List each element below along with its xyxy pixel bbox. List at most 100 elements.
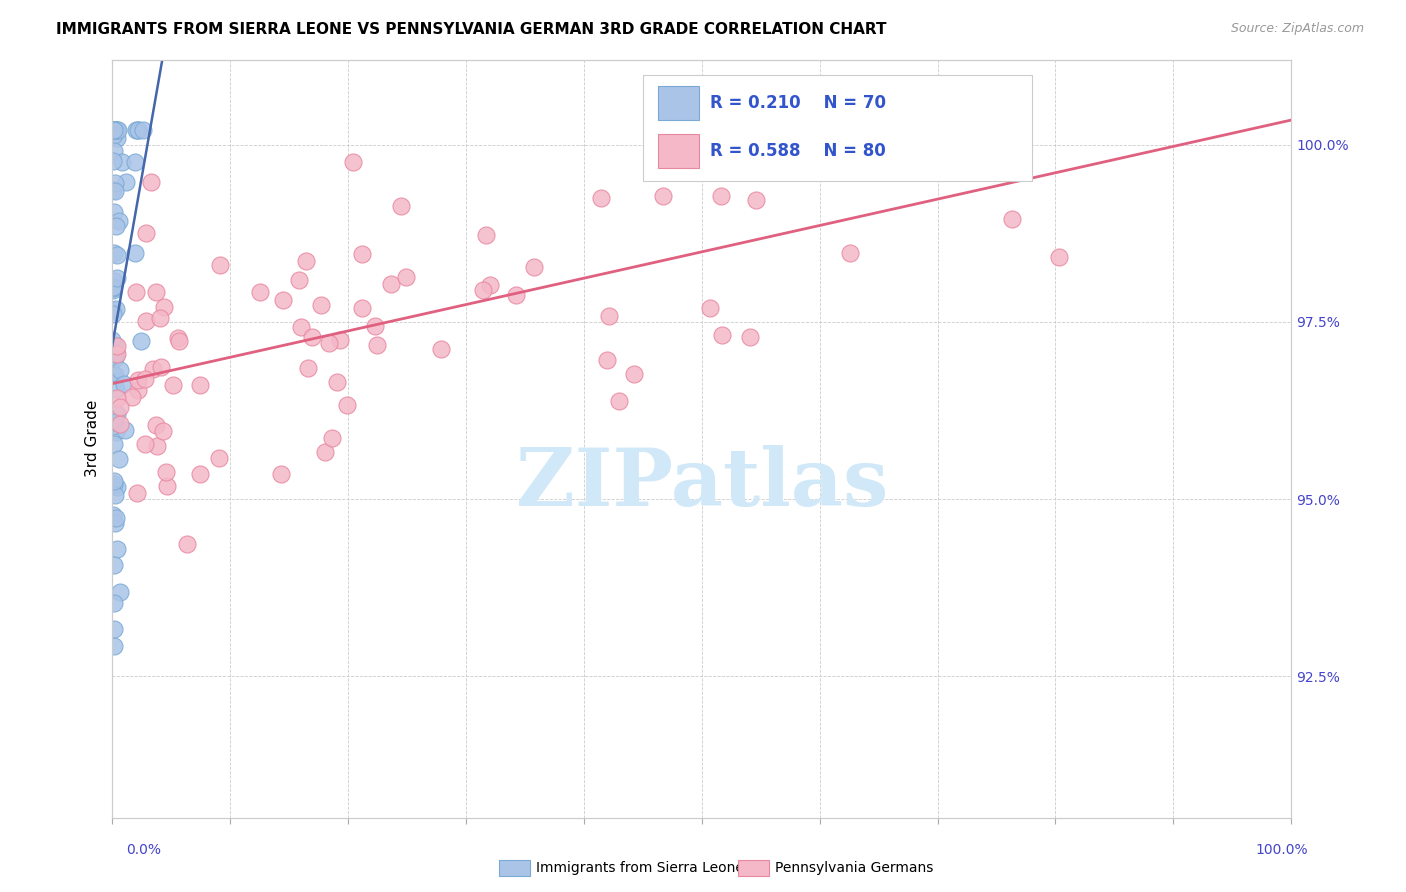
Point bbox=[129, 334, 152, 348]
Point bbox=[104, 368, 127, 382]
Point bbox=[336, 398, 359, 412]
Point bbox=[290, 320, 312, 334]
Point bbox=[153, 301, 176, 315]
Point bbox=[121, 390, 143, 404]
Point bbox=[105, 391, 128, 405]
Point bbox=[104, 176, 127, 190]
Point bbox=[162, 378, 184, 392]
Point bbox=[135, 227, 157, 241]
Point bbox=[127, 383, 149, 397]
Point bbox=[105, 123, 128, 137]
Point bbox=[380, 277, 402, 291]
Point bbox=[301, 330, 323, 344]
Point bbox=[104, 219, 127, 234]
Text: ZIPatlas: ZIPatlas bbox=[516, 445, 887, 524]
Point bbox=[104, 123, 127, 137]
Point bbox=[146, 438, 169, 452]
Point bbox=[127, 123, 149, 137]
Point bbox=[105, 407, 128, 421]
Y-axis label: 3rd Grade: 3rd Grade bbox=[86, 401, 100, 477]
Point bbox=[108, 214, 131, 228]
Point bbox=[105, 130, 128, 145]
Point bbox=[429, 342, 451, 356]
Point bbox=[103, 145, 125, 159]
Point bbox=[395, 269, 418, 284]
Point bbox=[596, 353, 619, 368]
Point bbox=[103, 346, 125, 360]
Point bbox=[105, 480, 128, 494]
Point bbox=[651, 189, 673, 203]
Point bbox=[103, 123, 125, 137]
FancyBboxPatch shape bbox=[643, 75, 1032, 181]
Point bbox=[314, 445, 336, 459]
Point bbox=[295, 253, 318, 268]
Point bbox=[103, 437, 125, 451]
FancyBboxPatch shape bbox=[658, 134, 699, 168]
Point bbox=[101, 153, 124, 168]
FancyBboxPatch shape bbox=[658, 87, 699, 120]
Point bbox=[145, 285, 167, 299]
Point bbox=[114, 424, 136, 438]
Point bbox=[103, 246, 125, 260]
Point bbox=[105, 123, 128, 137]
Point bbox=[149, 310, 172, 325]
Text: IMMIGRANTS FROM SIERRA LEONE VS PENNSYLVANIA GERMAN 3RD GRADE CORRELATION CHART: IMMIGRANTS FROM SIERRA LEONE VS PENNSYLV… bbox=[56, 22, 887, 37]
Point bbox=[326, 376, 349, 390]
Point bbox=[127, 373, 149, 387]
Point bbox=[699, 301, 721, 316]
Point bbox=[607, 393, 630, 408]
Point bbox=[271, 293, 294, 308]
Point bbox=[321, 432, 343, 446]
Point bbox=[141, 175, 163, 189]
Point bbox=[744, 193, 766, 207]
Point bbox=[103, 368, 125, 382]
Point bbox=[288, 273, 311, 287]
Point bbox=[103, 283, 125, 297]
Point bbox=[589, 191, 612, 205]
Point bbox=[104, 301, 127, 316]
Point bbox=[134, 437, 156, 451]
Point bbox=[104, 415, 127, 429]
Point bbox=[105, 248, 128, 262]
Point bbox=[167, 334, 190, 349]
Text: 0.0%: 0.0% bbox=[127, 843, 162, 857]
Text: Immigrants from Sierra Leone: Immigrants from Sierra Leone bbox=[536, 861, 744, 875]
Point bbox=[107, 123, 129, 137]
Point bbox=[110, 401, 132, 415]
Point bbox=[105, 271, 128, 285]
Point bbox=[101, 123, 124, 137]
Point bbox=[623, 367, 645, 381]
Point bbox=[207, 451, 229, 466]
Point bbox=[740, 330, 762, 344]
Point bbox=[103, 123, 125, 137]
Text: R = 0.588    N = 80: R = 0.588 N = 80 bbox=[710, 142, 886, 160]
Point bbox=[155, 466, 177, 480]
Point bbox=[188, 377, 211, 392]
Point bbox=[249, 285, 271, 300]
Point bbox=[342, 155, 364, 169]
Point bbox=[108, 585, 131, 599]
Point bbox=[711, 328, 734, 343]
Point bbox=[839, 245, 862, 260]
Point bbox=[112, 376, 135, 391]
Point bbox=[111, 154, 134, 169]
Point bbox=[101, 419, 124, 434]
Point bbox=[104, 488, 127, 502]
Point bbox=[103, 596, 125, 610]
Point bbox=[101, 366, 124, 380]
Point bbox=[105, 339, 128, 353]
Point bbox=[104, 347, 127, 361]
Point bbox=[149, 359, 172, 374]
Point bbox=[124, 155, 146, 169]
Point bbox=[103, 280, 125, 294]
Point bbox=[103, 281, 125, 295]
Point bbox=[145, 417, 167, 432]
Point bbox=[104, 123, 127, 137]
Point bbox=[103, 183, 125, 197]
Point bbox=[152, 424, 174, 438]
Point bbox=[103, 368, 125, 382]
Point bbox=[105, 425, 128, 439]
Point bbox=[270, 467, 292, 481]
Point bbox=[818, 116, 841, 130]
Point bbox=[103, 639, 125, 653]
